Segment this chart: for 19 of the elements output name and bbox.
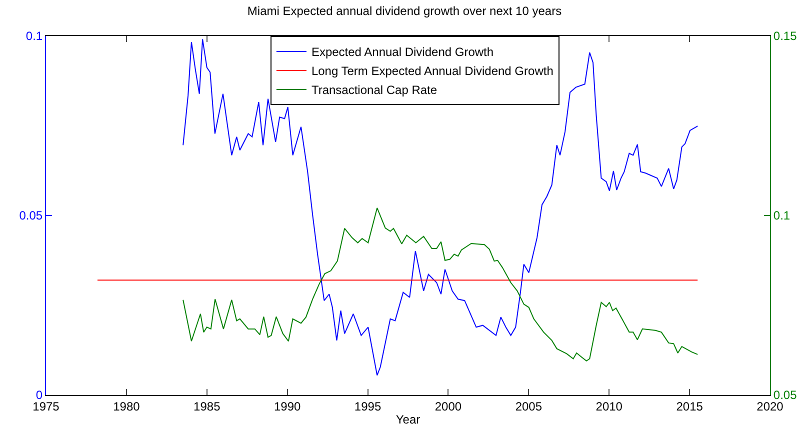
x-tick-label: 2005 bbox=[515, 399, 542, 414]
y-tick-label: 0.1 bbox=[26, 29, 43, 44]
y-tick-label: 0.05 bbox=[19, 208, 43, 223]
y2-tick-label: 0.15 bbox=[773, 29, 798, 44]
line-series bbox=[182, 207, 698, 362]
x-tick-label: 1985 bbox=[194, 399, 221, 414]
y2-tick-label: 0.1 bbox=[773, 208, 790, 223]
x-tick-label: 2010 bbox=[596, 399, 623, 414]
x-tick-label: 1980 bbox=[113, 399, 140, 414]
line-series bbox=[182, 38, 698, 376]
x-tick-label: 2015 bbox=[676, 399, 704, 414]
x-tick-label: 1995 bbox=[354, 399, 382, 414]
legend-label: Expected Annual Dividend Growth bbox=[311, 45, 494, 60]
x-tick-label: 2000 bbox=[434, 399, 462, 414]
x-tick-label: 1990 bbox=[274, 399, 301, 414]
x-axis-title: Year bbox=[396, 412, 420, 426]
legend-label: Transactional Cap Rate bbox=[311, 83, 438, 98]
legend-label: Long Term Expected Annual Dividend Growth bbox=[311, 64, 554, 78]
chart-title: Miami Expected annual dividend growth over next 10 years bbox=[247, 4, 562, 18]
